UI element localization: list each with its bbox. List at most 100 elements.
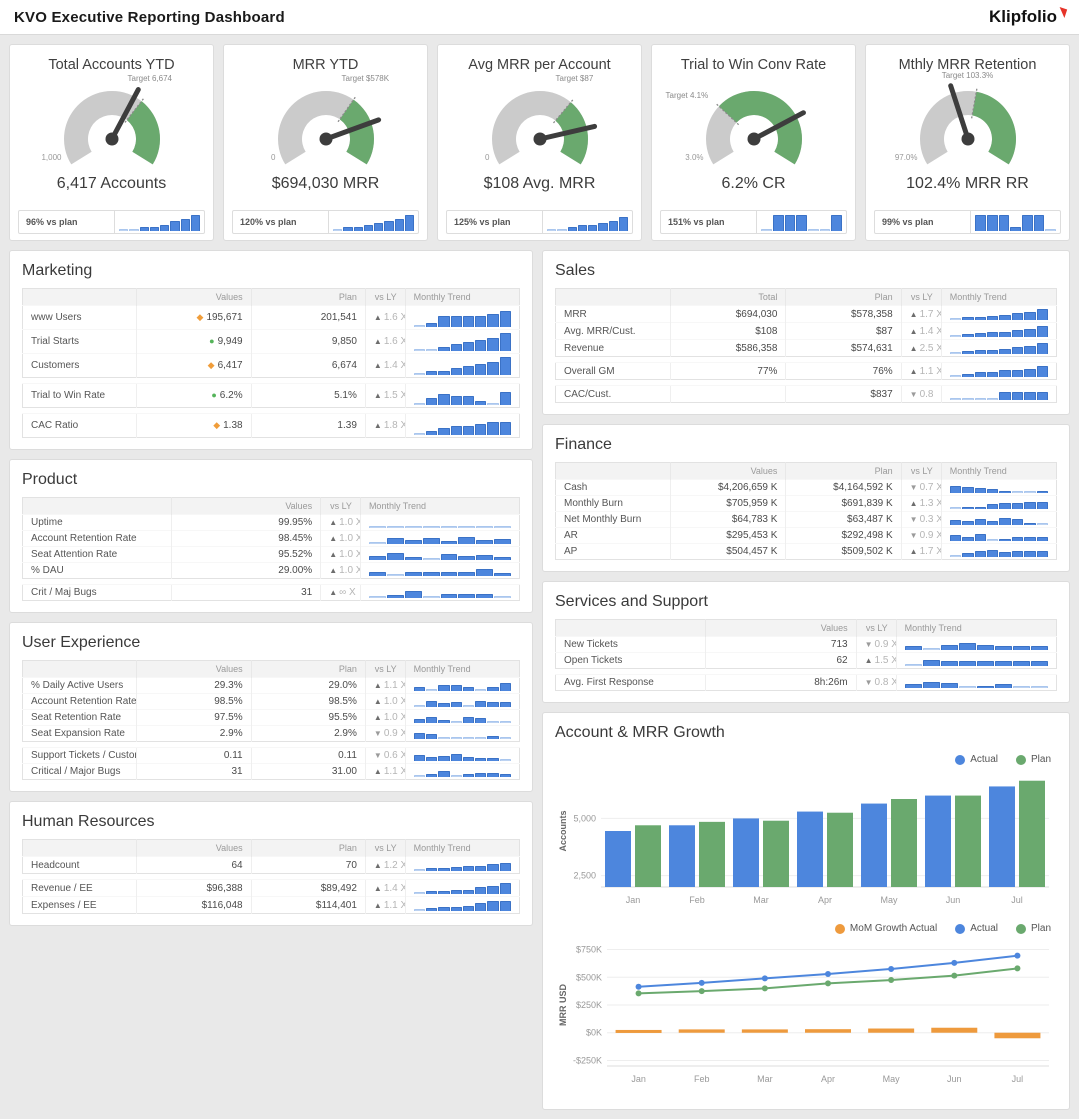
- spark-bar: [404, 590, 422, 598]
- spark-bar: [487, 702, 499, 707]
- table-row: Overall GM 77% 76% ▲ 1.1 X: [555, 362, 1057, 380]
- spark-bar: [1031, 646, 1049, 650]
- vs-ly-cell: ▲ 1.2 X: [364, 856, 406, 874]
- trend-down-icon: ▼: [909, 389, 918, 399]
- column-header: [22, 660, 137, 678]
- row-label-cell: Seat Expansion Rate: [22, 725, 137, 742]
- spark-bar: [487, 720, 499, 723]
- spark-bar: [413, 402, 425, 405]
- spark-bar: [547, 229, 557, 231]
- monthly-trend-cell: [940, 339, 1057, 357]
- value-cell: ● 6.2%: [136, 383, 252, 408]
- spark-bar: [386, 525, 404, 528]
- table-row: Revenue / EE $96,388 $89,492 ▲ 1.4 X: [22, 879, 520, 897]
- trend-spark-holder: [368, 588, 512, 598]
- spark-bar: [949, 352, 962, 354]
- spark-bar: [458, 594, 476, 598]
- plan-cell: 95.5%: [250, 709, 366, 726]
- table-row: Net Monthly Burn $64,783 K $63,487 K ▼ 0.3 X: [555, 511, 1057, 528]
- trend-up-icon: ▲: [373, 337, 382, 346]
- spark-bar: [494, 525, 512, 528]
- gauge-needle: [323, 117, 381, 142]
- trend-sparkline: [368, 566, 512, 576]
- spark-bar: [487, 687, 499, 691]
- spark-bar: [450, 906, 462, 911]
- gauge-title: Avg MRR per Account: [468, 57, 611, 73]
- spark-bar: [394, 219, 404, 231]
- spark-bar: [986, 521, 999, 525]
- legend-item-plan[interactable]: Plan: [1015, 923, 1051, 934]
- value-cell: 62: [705, 652, 857, 669]
- spark-bar: [476, 568, 494, 576]
- spark-bar: [450, 736, 462, 739]
- table-row: Avg. MRR/Cust. $108 $87 ▲ 1.4 X: [555, 322, 1057, 340]
- gauge-needle-hub: [533, 132, 546, 146]
- status-circle-icon: ●: [209, 336, 215, 346]
- spark-bar: [986, 331, 999, 337]
- spark-bar: [404, 572, 422, 576]
- spark-bar: [487, 402, 499, 405]
- spark-bar: [999, 314, 1011, 320]
- legend-label: Plan: [1030, 754, 1051, 765]
- row-label-cell: Account Retention Rate: [22, 693, 137, 710]
- spark-bar: [404, 540, 422, 544]
- spark-bar: [149, 227, 160, 231]
- spark-bar: [999, 391, 1011, 400]
- gauge-target-label: Target 6,674: [127, 74, 172, 83]
- vs-ly-value: ∞ X: [339, 587, 356, 598]
- value-cell: $586,358: [670, 339, 786, 357]
- spark-bar: [487, 864, 499, 871]
- spark-bar: [475, 315, 487, 327]
- table-header-row: Values vs LY Monthly Trend: [555, 619, 1057, 637]
- column-header: vs LY: [364, 288, 406, 306]
- row-label-cell: AR: [555, 527, 671, 544]
- monthly-trend-cell: [895, 674, 1057, 691]
- monthly-trend-cell: [359, 514, 520, 531]
- row-label-cell: CAC/Cust.: [555, 385, 671, 403]
- spark-bar: [475, 700, 487, 707]
- monthly-trend-cell: [895, 652, 1057, 669]
- table-row: Open Tickets 62 ▲ 1.5 X: [555, 652, 1057, 669]
- column-header: Monthly Trend: [895, 619, 1057, 637]
- spark-bar: [986, 504, 999, 509]
- actual-point-jul: [1014, 952, 1021, 959]
- gauge-value-label: $694,030 MRR: [271, 175, 380, 192]
- trend-up-icon: ▲: [373, 883, 382, 893]
- legend-item-actual[interactable]: Actual: [955, 923, 998, 934]
- spark-bar: [986, 315, 999, 320]
- spark-bar: [413, 372, 425, 375]
- vs-plan-sparkline-box: [543, 211, 632, 233]
- legend-item-actual[interactable]: Actual: [955, 754, 998, 765]
- trend-spark-holder: [949, 482, 1048, 493]
- metrics-table-group-2: Trial to Win Rate ● 6.2% 5.1% ▲ 1.5 X: [22, 383, 520, 408]
- trend-sparkline: [949, 530, 1048, 541]
- spark-bar: [499, 311, 512, 327]
- spark-bar: [386, 537, 404, 544]
- column-header: [555, 288, 671, 306]
- spark-bar: [1036, 537, 1048, 541]
- value-cell: 77%: [670, 362, 786, 380]
- spark-bar: [462, 889, 475, 894]
- trend-sparkline: [949, 365, 1048, 377]
- spark-bar: [494, 539, 512, 544]
- gauge-footer: 99% vs plan: [874, 210, 1061, 234]
- row-label-cell: Support Tickets / Customer: [22, 747, 137, 764]
- spark-bar: [404, 215, 415, 231]
- gauge-target-tick: [715, 103, 739, 126]
- gauge-target-label: Target $578K: [341, 74, 390, 83]
- trend-sparkline: [413, 859, 512, 871]
- row-label-cell: Trial Starts: [22, 329, 137, 354]
- legend-item-mom-growth-actual[interactable]: MoM Growth Actual: [834, 923, 937, 934]
- trend-sparkline: [904, 677, 1049, 688]
- trend-spark-holder: [413, 308, 512, 327]
- table-row: Customers ◆ 6,417 6,674 ▲ 1.4 X: [22, 353, 520, 378]
- row-label-cell: Account Retention Rate: [22, 530, 172, 547]
- x-tick-label: Jun: [946, 895, 961, 905]
- legend-item-plan[interactable]: Plan: [1015, 754, 1051, 765]
- column-header: vs LY: [900, 462, 942, 480]
- vs-ly-cell: ▲ 1.0 X: [320, 562, 361, 579]
- spark-bar: [438, 428, 450, 435]
- table-header-row: Values vs LY Monthly Trend: [22, 497, 520, 515]
- trend-spark-holder: [368, 566, 512, 576]
- spark-bar: [413, 704, 425, 707]
